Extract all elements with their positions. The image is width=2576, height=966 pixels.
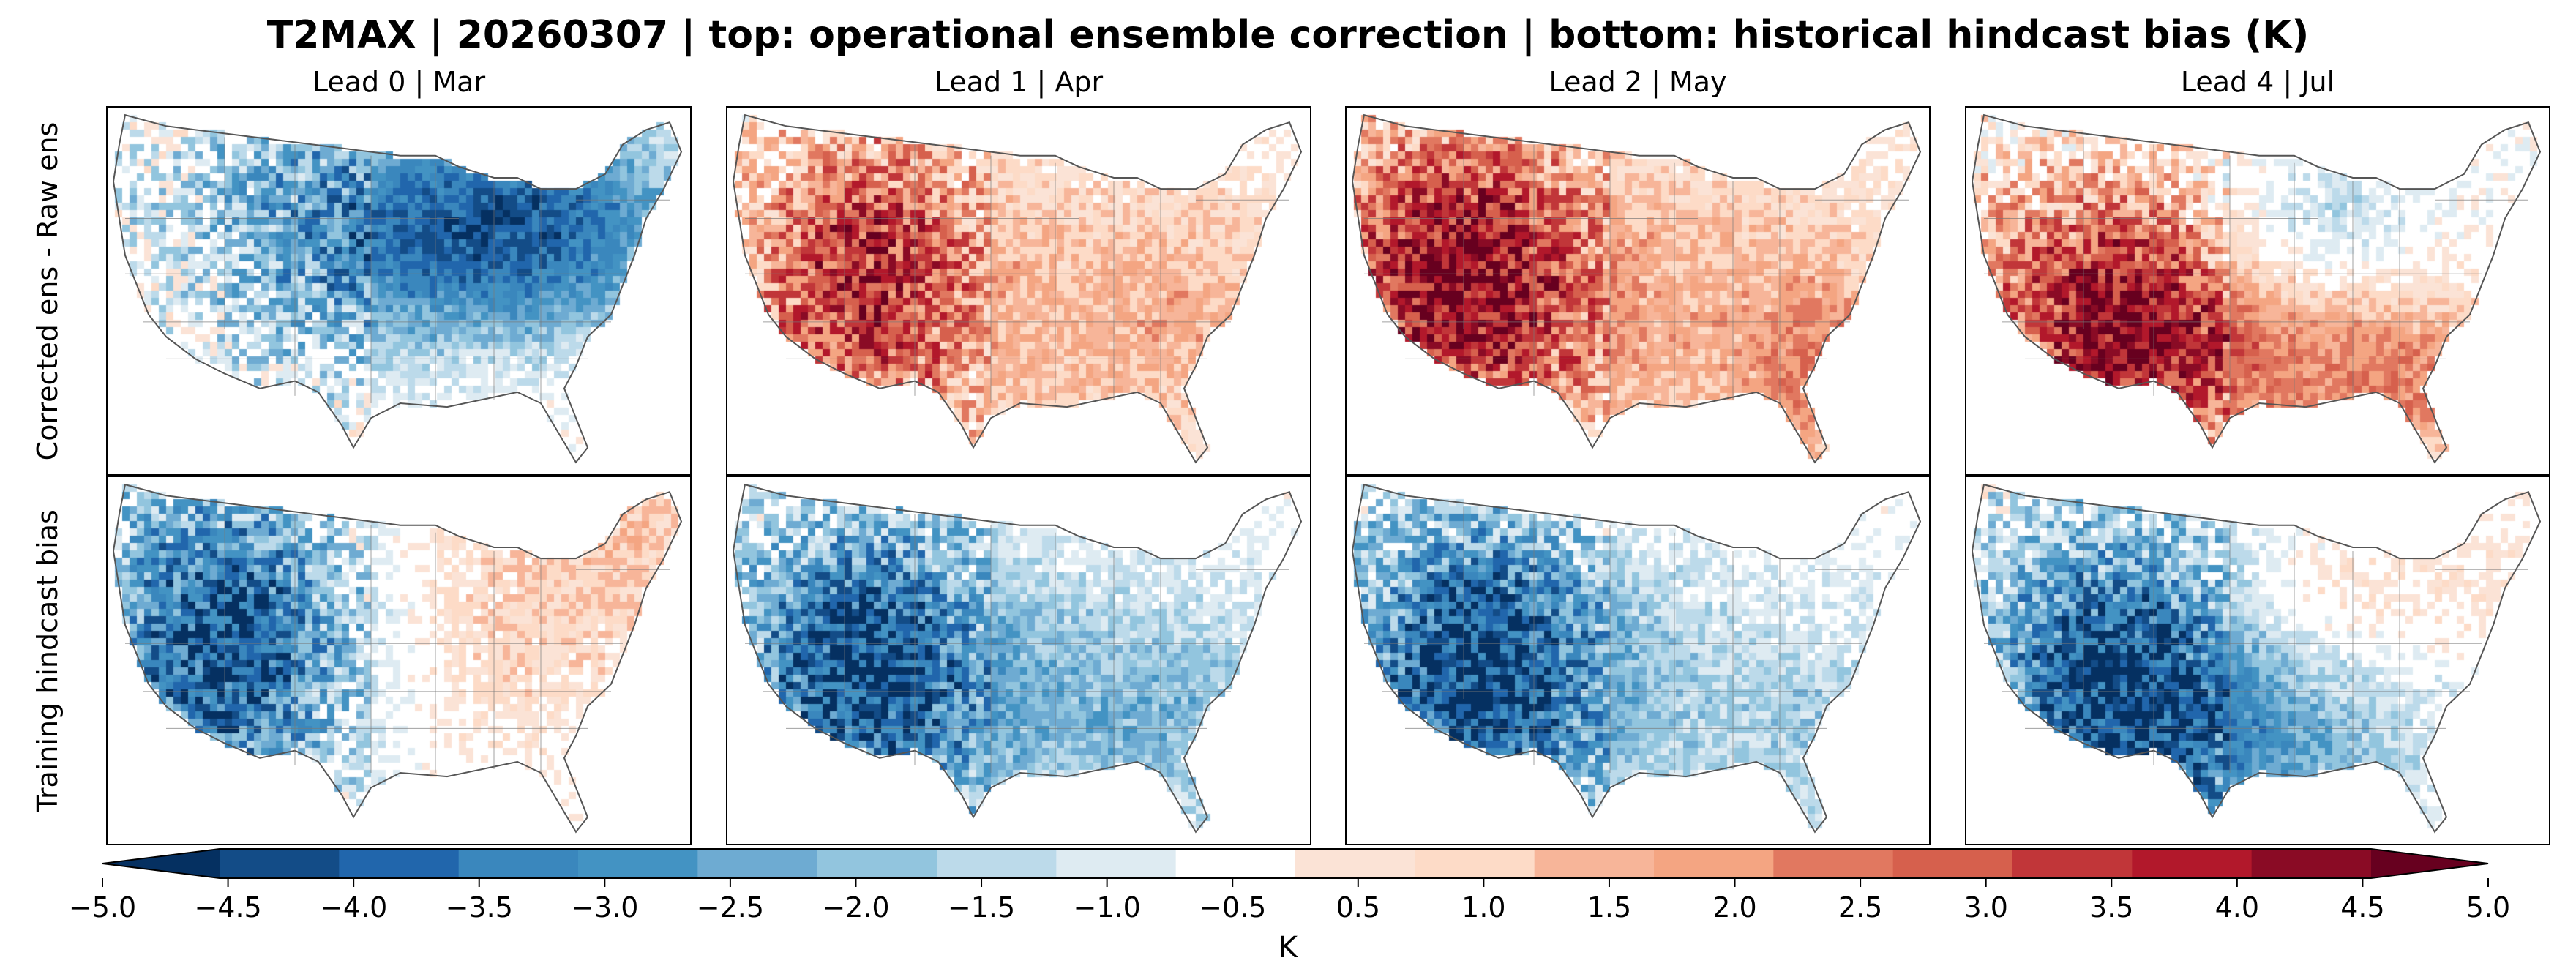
colorbar-tick-label: −1.5 [947, 891, 1016, 924]
map-boundaries [732, 113, 1303, 464]
coastline [732, 483, 1303, 834]
colorbar-bin [2012, 849, 2133, 878]
colorbar-tick-label: 1.5 [1587, 891, 1632, 924]
bias-field [1347, 108, 1929, 474]
coastline [112, 483, 683, 834]
colorbar-tick-label: 5.0 [2465, 891, 2511, 924]
colorbar-tick-label: −3.0 [571, 891, 639, 924]
map-panel-r1-c1 [726, 476, 1311, 845]
coastline [1351, 483, 1922, 834]
colorbar-bin [1056, 849, 1177, 878]
colorbar-tick-label: 4.0 [2214, 891, 2260, 924]
colorbar-bin [2132, 849, 2253, 878]
map-boundaries [112, 483, 683, 834]
map-boundaries [112, 113, 683, 464]
colorbar-outline [102, 848, 2489, 879]
colorbar-tick-label: −4.5 [194, 891, 262, 924]
colorbar-label: K [1278, 931, 1298, 965]
colorbar-bin [1654, 849, 1774, 878]
colorbar-tick-label: 3.0 [1963, 891, 2008, 924]
column-title-1: Lead 1 | Apr [934, 66, 1104, 98]
bias-field [108, 477, 690, 844]
colorbar-bin [578, 849, 698, 878]
colorbar-extend-low [102, 849, 220, 878]
colorbar-tick-label: −3.5 [445, 891, 513, 924]
colorbar-tick-label: −2.5 [696, 891, 765, 924]
coastline [1351, 113, 1922, 464]
figure-title: T2MAX | 20260307 | top: operational ense… [266, 13, 2310, 57]
map-panel-r0-c0 [106, 106, 692, 476]
bias-field [727, 108, 1310, 474]
colorbar-bin [1295, 849, 1415, 878]
colorbar-bin [937, 849, 1057, 878]
map-panel-r0-c3 [1965, 106, 2550, 476]
map-panel-r0-c1 [726, 106, 1311, 476]
colorbar-bin [1773, 849, 1894, 878]
colorbar-bin [220, 849, 340, 878]
map-panel-r1-c3 [1965, 476, 2550, 845]
map-boundaries [732, 483, 1303, 834]
colorbar-bin [817, 849, 937, 878]
map-boundaries [1971, 113, 2542, 464]
bias-field [1966, 108, 2549, 474]
colorbar-extend-high [2371, 849, 2488, 878]
colorbar-bin [697, 849, 818, 878]
map-panel-r1-c0 [106, 476, 692, 845]
colorbar-tick-label: −1.0 [1073, 891, 1141, 924]
colorbar-tick-label: 1.0 [1461, 891, 1506, 924]
colorbar-tick-label: 3.5 [2089, 891, 2134, 924]
bias-field [1966, 477, 2549, 844]
colorbar-tick-label: 2.0 [1712, 891, 1757, 924]
column-title-3: Lead 4 | Jul [2180, 66, 2335, 98]
colorbar-bin [339, 849, 460, 878]
colorbar-tick-label: −5.0 [68, 891, 137, 924]
coastline [112, 113, 683, 464]
column-title-0: Lead 0 | Mar [312, 66, 486, 98]
colorbar-bin [458, 849, 579, 878]
coastline [732, 113, 1303, 464]
colorbar-tick-label: 2.5 [1838, 891, 1883, 924]
coastline [1971, 483, 2542, 834]
colorbar-bin [1415, 849, 1535, 878]
map-boundaries [1971, 483, 2542, 834]
colorbar-tick-label: 4.5 [2340, 891, 2385, 924]
colorbar-tick-label: −0.5 [1199, 891, 1267, 924]
map-boundaries [1351, 113, 1922, 464]
colorbar-bin [1534, 849, 1655, 878]
bias-field [1347, 477, 1929, 844]
colorbar-bin [2251, 849, 2372, 878]
column-title-2: Lead 2 | May [1549, 66, 1727, 98]
bias-field [727, 477, 1310, 844]
colorbar-tick-label: −2.0 [822, 891, 890, 924]
map-panel-r0-c2 [1345, 106, 1931, 476]
map-panel-r1-c2 [1345, 476, 1931, 845]
colorbar-bin [1892, 849, 2013, 878]
coastline [1971, 113, 2542, 464]
colorbar-tick-label: 0.5 [1336, 891, 1380, 924]
map-boundaries [1351, 483, 1922, 834]
colorbar-bin [1175, 849, 1296, 878]
colorbar-tick-label: −4.0 [320, 891, 388, 924]
bias-field [108, 108, 690, 474]
